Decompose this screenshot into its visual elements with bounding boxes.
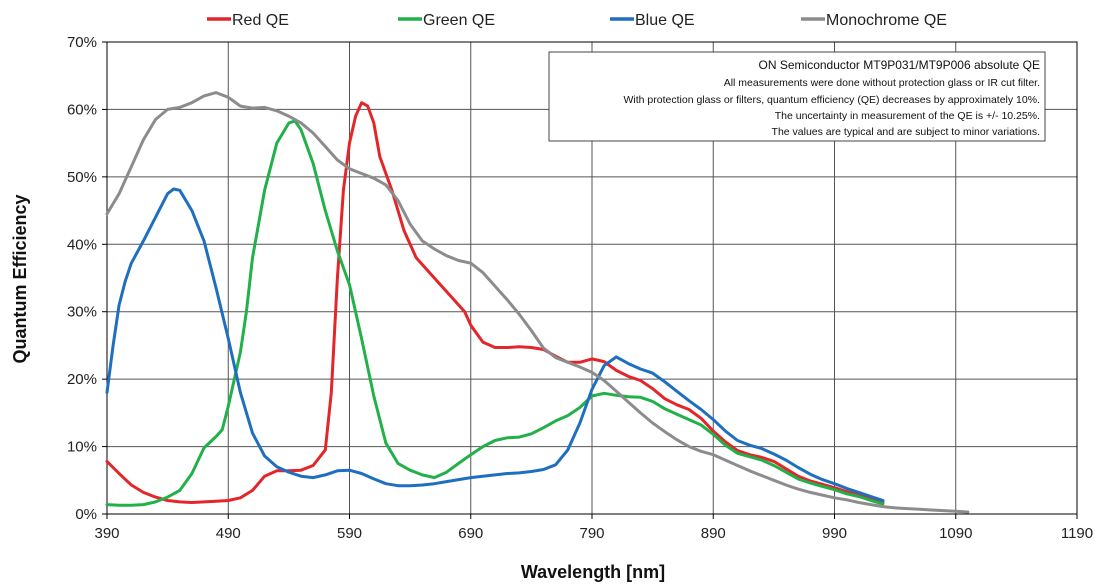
series-layer — [105, 91, 970, 514]
x-tick-label: 1090 — [939, 525, 972, 542]
y-tick-label: 30% — [67, 304, 97, 321]
y-tick-label: 0% — [75, 506, 97, 523]
x-axis-ticks: 390 490 590 690 790 890 990 1090 1190 — [94, 514, 1093, 542]
y-tick-label: 20% — [67, 371, 97, 388]
series-line-monochrome-qe — [105, 91, 970, 514]
annotation-line: The values are typical and are subject t… — [772, 126, 1040, 138]
annotation-line: With protection glass or filters, quantu… — [624, 94, 1041, 106]
series-line-red-qe — [105, 101, 885, 504]
y-axis-ticks: 0% 10% 20% 30% 40% 50% 60% 70% — [67, 34, 107, 523]
legend-label: Red QE — [232, 12, 289, 29]
y-tick-label: 70% — [67, 34, 97, 51]
annotation-line: All measurements were done without prote… — [724, 77, 1040, 89]
y-tick-label: 50% — [67, 169, 97, 186]
series-line-green-qe — [105, 119, 885, 507]
x-tick-label: 390 — [94, 525, 119, 542]
y-tick-label: 10% — [67, 439, 97, 456]
legend-label: Blue QE — [635, 12, 695, 29]
x-tick-label: 790 — [579, 525, 604, 542]
series-line-blue-qe — [105, 187, 885, 502]
legend: Red QE Green QE Blue QE Monochrome QE — [207, 12, 947, 29]
legend-label: Monochrome QE — [826, 12, 947, 29]
y-tick-label: 40% — [67, 236, 97, 253]
x-axis-title: Wavelength [nm] — [521, 562, 665, 582]
annotation-frame — [548, 51, 1046, 142]
y-axis-title: Quantum Efficiency — [10, 194, 30, 363]
annotation-title: ON Semiconductor MT9P031/MT9P006 absolut… — [759, 58, 1040, 72]
annotation-box: ON Semiconductor MT9P031/MT9P006 absolut… — [548, 51, 1046, 142]
x-tick-label: 990 — [822, 525, 847, 542]
x-tick-label: 1190 — [1061, 525, 1093, 542]
x-tick-label: 490 — [216, 525, 241, 542]
y-tick-label: 60% — [67, 101, 97, 118]
x-tick-label: 890 — [701, 525, 726, 542]
annotation-line: The uncertainty in measurement of the QE… — [775, 110, 1040, 122]
x-tick-label: 690 — [458, 525, 483, 542]
legend-label: Green QE — [423, 12, 495, 29]
x-tick-label: 590 — [337, 525, 362, 542]
